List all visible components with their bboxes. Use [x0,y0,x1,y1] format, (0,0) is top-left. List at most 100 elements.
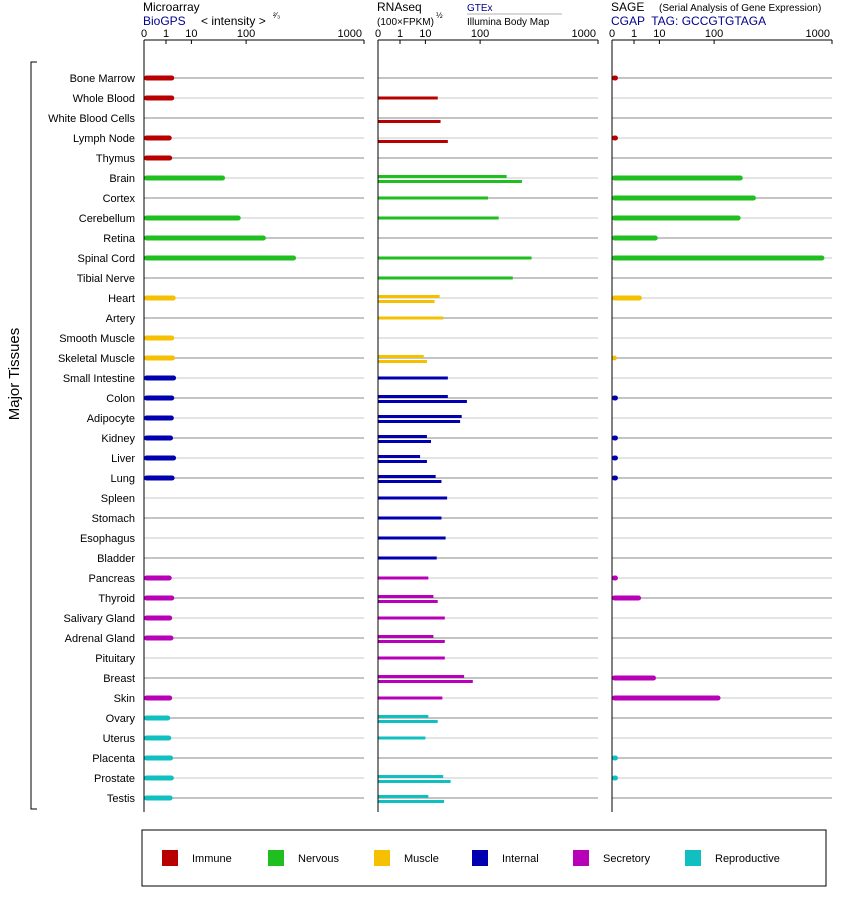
sage-tick-label: 0 [609,28,615,40]
microarray-bar-cerebellum [144,215,241,221]
tissue-label-uterus: Uterus [103,733,136,745]
rnaseq-ibm-bar-white-blood-cells [378,120,441,123]
sage-bar-cortex [612,195,756,201]
tissue-label-pituitary: Pituitary [95,653,135,665]
sage-bar-prostate [612,775,618,781]
microarray-bar-testis [144,795,173,801]
sage-tick-label: 1 [631,28,637,40]
rnaseq-gtex-bar-skeletal-muscle [378,355,424,358]
tissue-label-artery: Artery [106,313,136,325]
sage-bar-heart [612,295,642,301]
microarray-bar-heart [144,295,176,301]
rnaseq-gtex-bar-esophagus [378,536,446,540]
microarray-tick-label: 0 [141,28,147,40]
microarray-title: Microarray [143,0,200,14]
sage-bar-brain [612,175,743,181]
microarray-bar-bone-marrow [144,75,175,81]
tissue-bracket [30,61,37,810]
legend-label-immune: Immune [192,853,232,865]
legend-swatch-internal [472,850,488,866]
tissue-label-heart: Heart [108,293,135,305]
rnaseq-ibm-bar-colon [378,400,467,403]
tissue-label-spleen: Spleen [101,493,135,505]
microarray-unit: < intensity > [201,14,266,28]
rnaseq-ibm-bar-liver [378,460,427,463]
rnaseq-ibm-bar-skeletal-muscle [378,360,427,363]
microarray-tick-label: 100 [237,28,255,40]
rnaseq-gtex-bar-breast [378,675,465,678]
tissue-label-thyroid: Thyroid [98,593,135,605]
rnaseq-unit-exponent: ½ [436,11,443,20]
microarray-unit-exponent: ²⁄₃ [273,11,280,20]
sage-bar-skeletal-muscle [612,355,617,361]
tissue-label-testis: Testis [107,793,136,805]
rnaseq-gtex-bar-prostate [378,775,444,778]
sage-subtitle: (Serial Analysis of Gene Expression) [659,3,821,14]
sage-bar-skin [612,695,721,701]
sage-bar-liver [612,455,618,461]
rnaseq-gtex-bar-whole-blood [378,96,438,100]
tissue-label-bone-marrow: Bone Marrow [70,73,135,85]
rnaseq-gtex-bar-pancreas [378,576,429,580]
microarray-bar-lymph-node [144,135,172,141]
microarray-bar-pancreas [144,575,172,581]
tissue-label-thymus: Thymus [96,153,136,165]
rnaseq-gtex-bar-small-intestine [378,376,448,380]
microarray-bar-whole-blood [144,95,175,101]
sage-bar-retina [612,235,658,241]
microarray-bar-adrenal-gland [144,635,174,641]
microarray-tick-label: 1 [163,28,169,40]
sage-tick-label: 10 [653,28,665,40]
rnaseq-source-ibm: Illumina Body Map [467,17,550,28]
rnaseq-title: RNAseq [377,0,422,14]
legend-swatch-immune [162,850,178,866]
tissue-label-cerebellum: Cerebellum [79,213,135,225]
rnaseq-ibm-bar-prostate [378,780,451,783]
sage-bar-breast [612,675,656,681]
microarray-bar-kidney [144,435,174,441]
microarray-tick-label: 1000 [338,28,362,40]
rnaseq-gtex-bar-artery [378,316,444,320]
rnaseq-ibm-bar-lung [378,480,442,483]
rnaseq-gtex-bar-kidney [378,435,427,438]
tissue-label-stomach: Stomach [92,513,135,525]
microarray-bar-skin [144,695,173,701]
sage-bar-cerebellum [612,215,741,221]
microarray-bar-thyroid [144,595,175,601]
tissue-label-colon: Colon [106,393,135,405]
rnaseq-gtex-bar-thyroid [378,595,434,598]
legend-swatch-nervous [268,850,284,866]
microarray-tick-label: 10 [185,28,197,40]
rnaseq-tick-label: 0 [375,28,381,40]
tissue-label-esophagus: Esophagus [80,533,136,545]
microarray-bar-placenta [144,755,174,761]
rnaseq-gtex-bar-skin [378,696,443,700]
rnaseq-gtex-bar-adipocyte [378,415,462,418]
tissue-label-prostate: Prostate [94,773,135,785]
tissue-label-retina: Retina [103,233,136,245]
tissue-label-liver: Liver [111,453,135,465]
microarray-bar-smooth-muscle [144,335,175,341]
sage-bar-spinal-cord [612,255,825,261]
legend-label-secretory: Secretory [603,853,651,865]
sage-title: SAGE [611,0,644,14]
tissue-label-small-intestine: Small Intestine [63,373,135,385]
sage-bar-lymph-node [612,135,618,141]
tissue-label-brain: Brain [109,173,135,185]
legend-label-reproductive: Reproductive [715,853,780,865]
rnaseq-ibm-bar-adipocyte [378,420,461,423]
legend-label-internal: Internal [502,853,539,865]
tissue-label-cortex: Cortex [103,193,136,205]
tissue-label-pancreas: Pancreas [89,573,136,585]
rnaseq-ibm-bar-adrenal-gland [378,640,445,643]
rnaseq-gtex-bar-tibial-nerve [378,276,513,280]
rnaseq-ibm-bar-brain [378,180,522,183]
sage-bar-bone-marrow [612,75,618,81]
legend-label-muscle: Muscle [404,853,439,865]
tissue-label-whole-blood: Whole Blood [73,93,135,105]
rnaseq-tick-label: 1 [397,28,403,40]
rnaseq-gtex-bar-colon [378,395,448,398]
legend-label-nervous: Nervous [298,853,339,865]
legend-swatch-secretory [573,850,589,866]
